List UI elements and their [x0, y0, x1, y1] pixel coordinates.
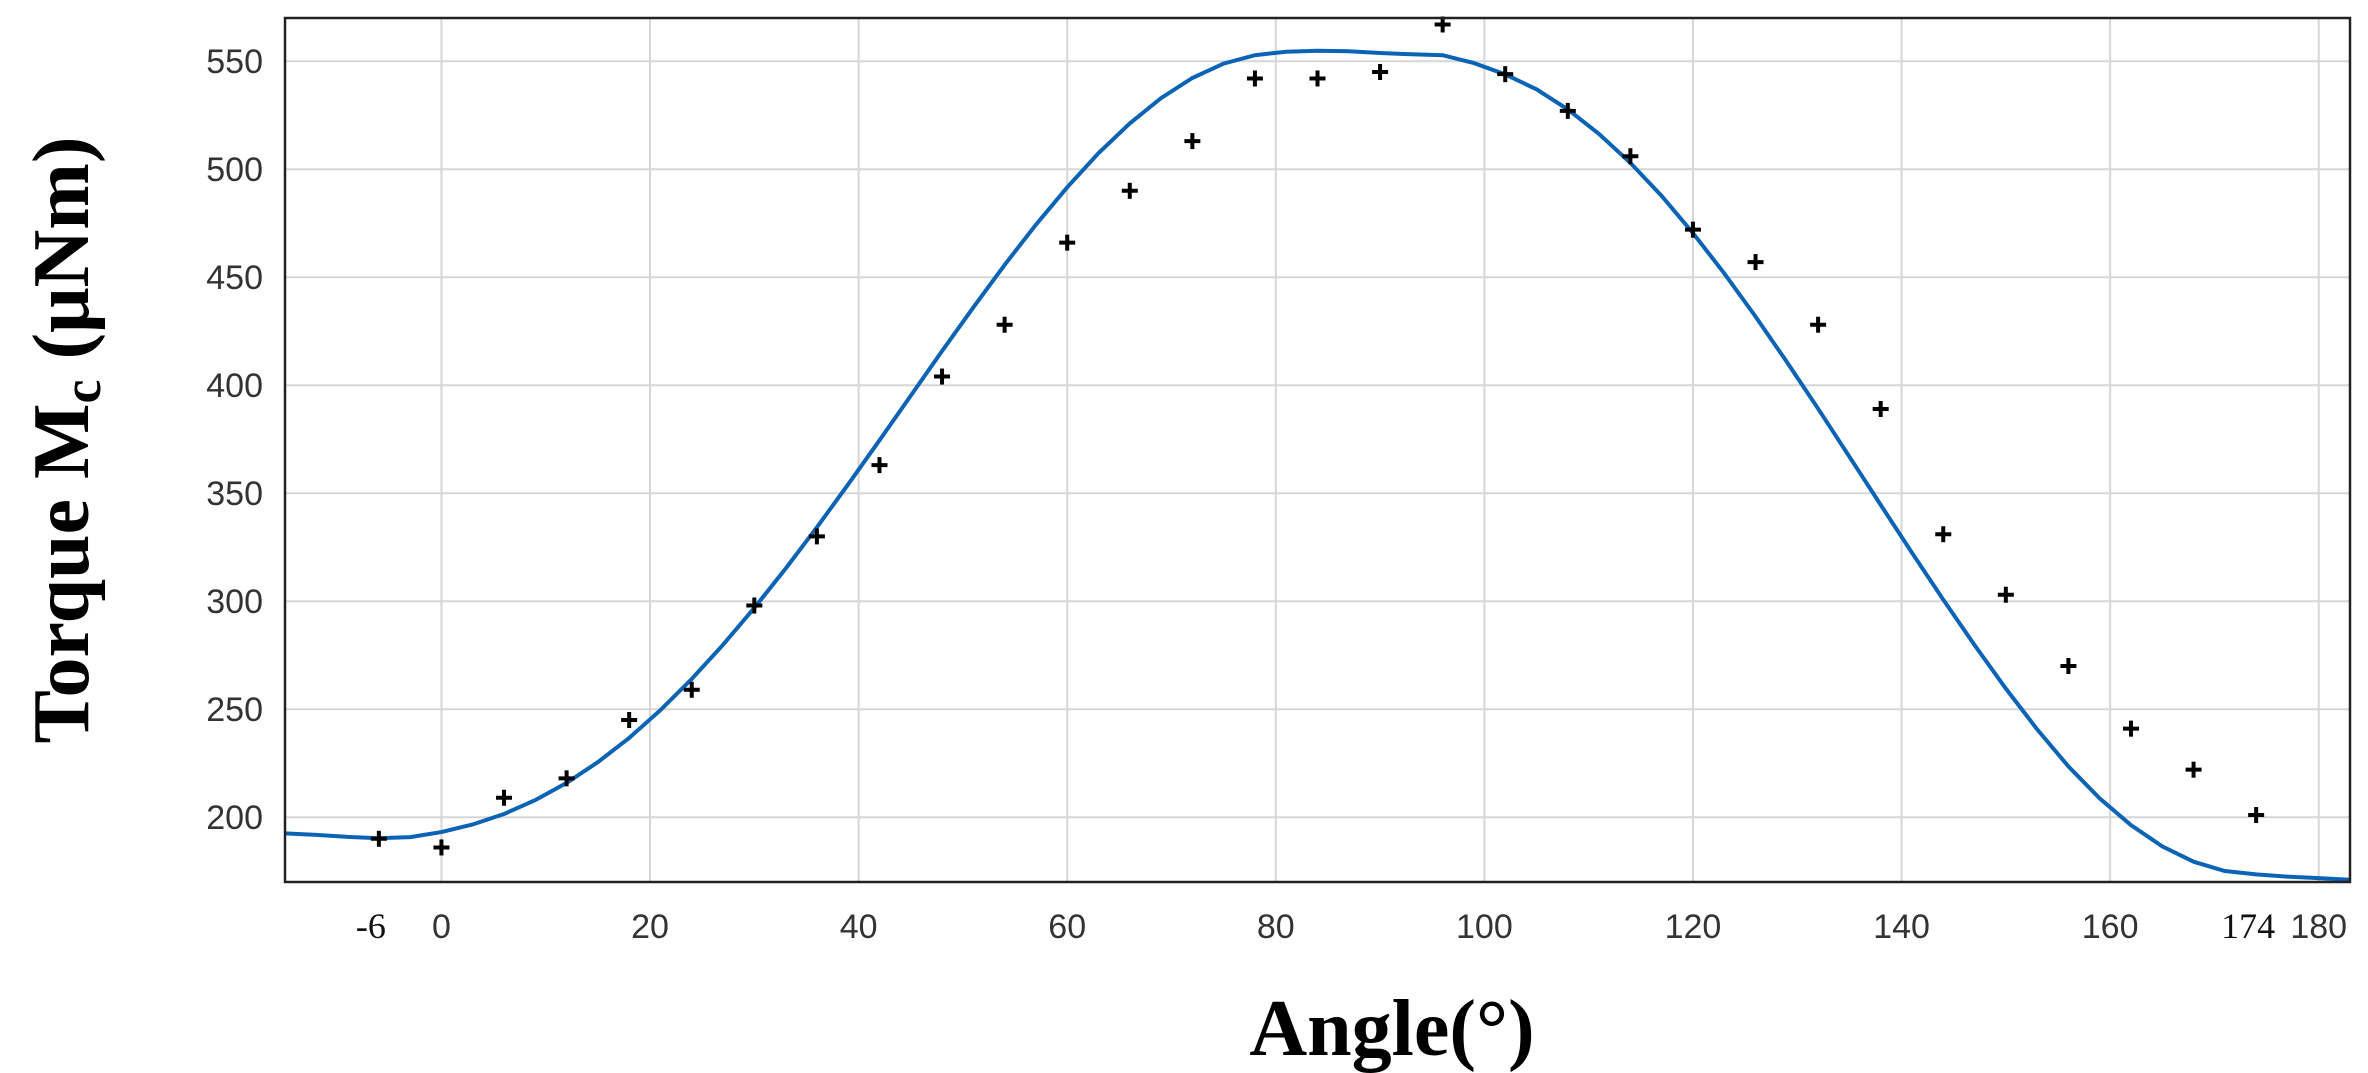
data-point — [2060, 658, 2077, 674]
x-axis-title: Angle(°) — [1249, 985, 1534, 1073]
x-tick-label: 100 — [1456, 908, 1513, 946]
data-point — [1622, 148, 1639, 165]
data-point — [1872, 400, 1889, 417]
data-point — [496, 789, 513, 806]
data-point — [558, 770, 575, 787]
data-point — [2122, 720, 2139, 737]
y-tick-label: 550 — [206, 43, 263, 81]
data-point — [1309, 70, 1326, 87]
y-tick-label: 450 — [206, 259, 263, 297]
plot-frame — [283, 16, 2352, 884]
y-axis-title-main: Torque M — [18, 403, 106, 743]
data-point — [2248, 807, 2265, 824]
data-point — [1997, 586, 2014, 603]
y-tick-label: 350 — [206, 475, 263, 513]
y-tick-label: 250 — [206, 691, 263, 729]
x-tick-labels: 0 20 40 60 80 100 120 140 160 180 -6 174 — [356, 906, 2347, 946]
data-point — [1559, 102, 1576, 119]
data-points — [370, 16, 2265, 856]
data-point — [1497, 66, 1514, 83]
data-point — [1810, 316, 1827, 333]
x-tick-label: 160 — [2082, 908, 2139, 946]
data-point — [1184, 133, 1201, 150]
y-axis-title-unit: (μNm) — [18, 136, 106, 379]
x-tick-label: 0 — [432, 908, 451, 946]
x-tick-label: 60 — [1048, 908, 1086, 946]
data-point — [746, 597, 763, 614]
x-tick-label: 40 — [840, 908, 878, 946]
fit-curve-layer — [284, 48, 2351, 882]
y-tick-label: 200 — [206, 799, 263, 837]
x-tick-label: 120 — [1665, 908, 1722, 946]
data-point — [1372, 64, 1389, 80]
data-point — [1121, 182, 1138, 199]
x-tick-label: 180 — [2290, 908, 2347, 946]
x-tick-label: 80 — [1257, 908, 1295, 946]
data-point — [433, 839, 450, 856]
data-point — [996, 316, 1013, 333]
fit-curve — [284, 48, 2351, 882]
data-point — [2185, 761, 2202, 778]
y-tick-label: 500 — [206, 151, 263, 189]
y-tick-label: 400 — [206, 367, 263, 405]
x-extra-tick-label: -6 — [356, 906, 386, 946]
y-tick-labels: 200 250 300 350 400 450 500 550 — [206, 43, 263, 837]
data-point — [934, 368, 951, 385]
data-point — [1935, 526, 1952, 543]
y-tick-label: 300 — [206, 583, 263, 621]
x-tick-label: 140 — [1873, 908, 1930, 946]
y-axis-title: Torque Mc (μNm) — [18, 136, 112, 743]
data-point — [370, 830, 387, 847]
data-point — [621, 712, 638, 728]
data-point — [1684, 221, 1701, 238]
x-tick-label: 20 — [631, 908, 669, 946]
data-point — [808, 528, 825, 545]
y-axis-title-subscript: c — [52, 380, 112, 404]
grid-lines — [285, 18, 2350, 882]
data-point — [1747, 254, 1764, 271]
data-point — [1246, 70, 1263, 87]
x-extra-tick-label: 174 — [2221, 906, 2275, 946]
data-point — [1059, 234, 1076, 251]
data-point — [683, 681, 700, 698]
data-point — [871, 457, 888, 474]
